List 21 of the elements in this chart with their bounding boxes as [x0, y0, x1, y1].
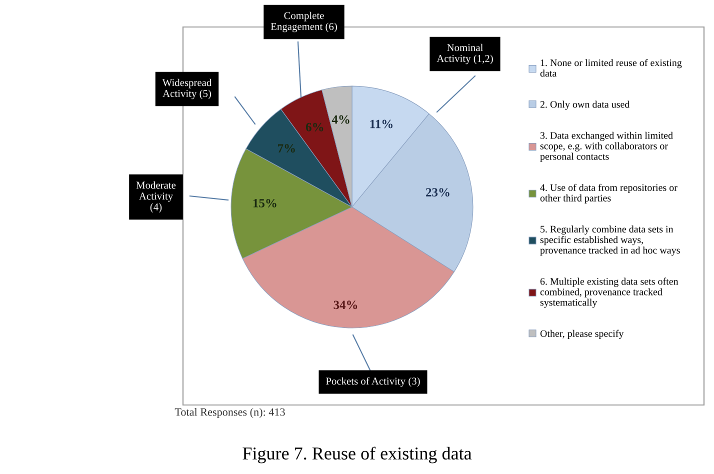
legend-label: 1. None or limited reuse of existing data — [540, 59, 682, 77]
legend-label: 3. Data exchanged within limited scope, e.g. with collaborators or personal contacts — [540, 132, 673, 162]
data-label: 23% — [426, 188, 450, 197]
data-label: 15% — [253, 198, 276, 208]
data-label: 7% — [278, 144, 295, 153]
legend-label: 2. Only own data used — [540, 100, 630, 110]
text: Pockets of Activity (3) — [326, 377, 420, 387]
legend-label: 6. Multiple existing data sets often combined, provenance tracked systematically — [540, 278, 678, 308]
text: Moderate Activity (4) — [136, 181, 176, 213]
text: Figure 7. Reuse of existing data — [242, 446, 472, 464]
data-label: 34% — [334, 300, 358, 310]
data-label: 6% — [306, 122, 324, 132]
text: Complete Engagement (6) — [270, 12, 337, 32]
text: Total Responses (n): 413 — [174, 408, 285, 418]
legend-label: Other, please specify — [540, 330, 624, 340]
legend-label: 5. Regularly combine data sets in specific established ways, provenance tracked in ad hoc ways — [540, 225, 680, 256]
data-label: 4% — [332, 115, 350, 124]
legend-label: 4. Use of data from repositories or other third parties — [540, 184, 678, 204]
text: Widespread Activity (5) — [162, 78, 212, 100]
data-label: 11% — [370, 120, 392, 128]
text: Nominal Activity (1,2) — [436, 44, 493, 64]
